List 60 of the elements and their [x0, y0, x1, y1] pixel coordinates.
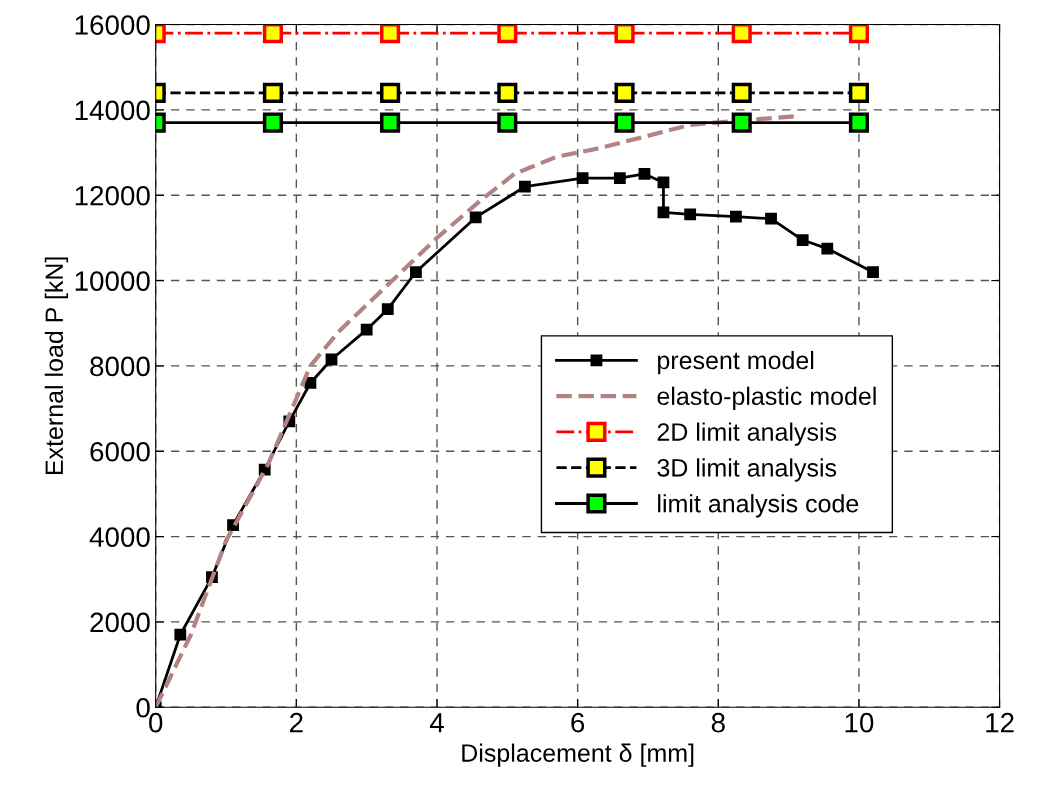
- x-tick-label: 12: [986, 712, 1014, 733]
- point: [469, 211, 482, 224]
- point: [262, 24, 283, 44]
- point: [497, 24, 518, 44]
- point: [410, 266, 422, 278]
- point: [174, 628, 187, 641]
- point: [657, 176, 670, 189]
- legend-label: limit analysis code: [658, 494, 859, 518]
- point: [380, 24, 401, 44]
- point: [684, 208, 697, 221]
- point: [848, 82, 870, 103]
- point: [360, 323, 373, 336]
- x-tick-label: 2: [290, 712, 303, 733]
- point: [638, 167, 651, 180]
- x-tick-label: 8: [711, 712, 725, 733]
- point: [821, 242, 834, 255]
- point: [613, 172, 626, 185]
- legend-label: elasto-plastic model: [657, 386, 876, 411]
- y-axis-title: External load P [kN]: [44, 257, 69, 475]
- point: [304, 377, 317, 389]
- point: [497, 82, 518, 103]
- point: [765, 212, 777, 225]
- point: [614, 112, 635, 133]
- point: [614, 82, 635, 103]
- legend-label: 3D limit analysis: [657, 458, 837, 482]
- y-tick-label: 6000: [90, 441, 150, 462]
- point: [325, 353, 338, 366]
- legend-label: present model: [658, 350, 814, 375]
- y-tick-label: 12000: [75, 185, 150, 206]
- x-tick-label: 4: [429, 713, 444, 733]
- point: [796, 234, 809, 246]
- y-tick-label: 10000: [75, 271, 150, 291]
- y-tick-label: 2000: [90, 612, 150, 633]
- point: [614, 24, 635, 44]
- point: [731, 24, 752, 44]
- point: [576, 172, 589, 185]
- x-axis-title: Displacement δ [mm]: [462, 743, 694, 767]
- point: [731, 82, 752, 103]
- y-tick-label: 0: [136, 697, 150, 718]
- point: [848, 112, 870, 133]
- y-tick-label: 14000: [75, 100, 150, 121]
- point: [262, 82, 283, 103]
- point: [262, 112, 283, 133]
- legend-label: 2D limit analysis: [657, 422, 837, 446]
- point: [519, 180, 531, 193]
- point: [380, 82, 401, 103]
- point: [380, 112, 401, 133]
- point: [381, 303, 394, 316]
- point: [731, 112, 752, 133]
- y-tick-label: 16000: [75, 15, 150, 35]
- point: [657, 206, 670, 219]
- x-tick-label: 6: [571, 712, 585, 733]
- point: [729, 210, 742, 223]
- point: [848, 24, 870, 44]
- y-tick-label: 4000: [89, 527, 150, 547]
- x-tick-label: 0: [149, 712, 163, 733]
- x-tick-label: 10: [845, 712, 874, 733]
- point: [867, 266, 879, 278]
- y-tick-label: 8000: [90, 356, 150, 377]
- point: [497, 112, 518, 133]
